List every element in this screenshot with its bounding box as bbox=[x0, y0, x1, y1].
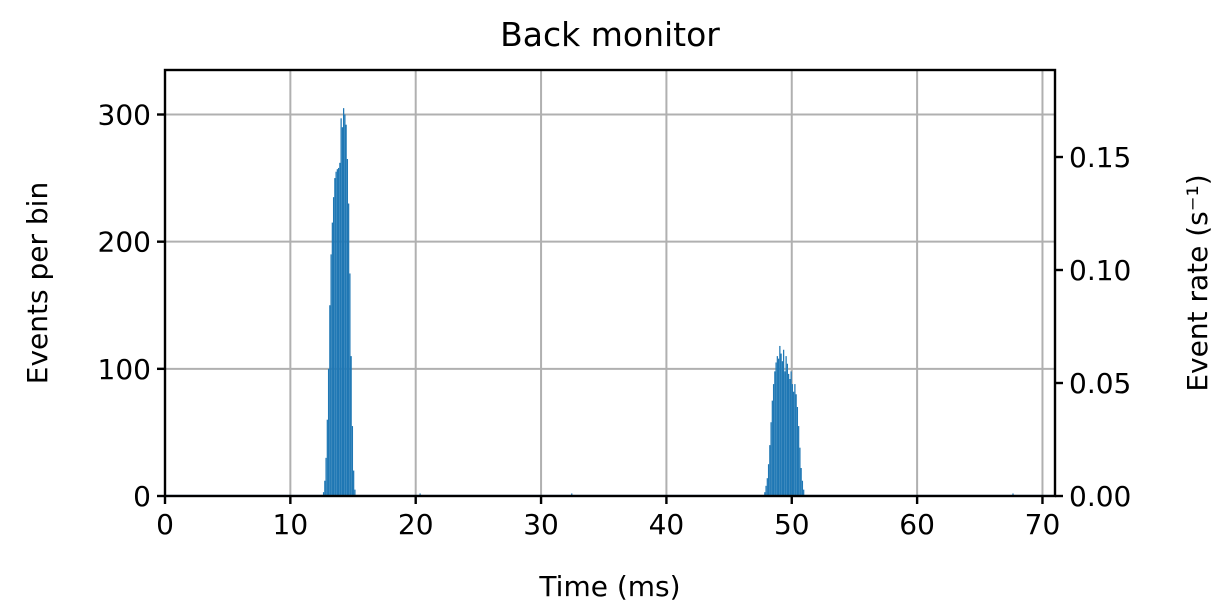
y-axis-right: 0.00 0.05 0.10 0.15 bbox=[1055, 141, 1131, 513]
histogram-bar bbox=[419, 493, 421, 496]
histogram-bar bbox=[800, 468, 802, 496]
histogram-bar bbox=[785, 356, 787, 496]
x-tick-label: 10 bbox=[273, 508, 309, 541]
plot-frame bbox=[163, 68, 1057, 498]
bars bbox=[165, 108, 1055, 497]
y-axis-left: 0 100 200 300 bbox=[98, 99, 165, 513]
x-tick-label: 0 bbox=[156, 508, 174, 541]
histogram-bar bbox=[331, 222, 333, 496]
histogram-bar bbox=[770, 422, 772, 496]
x-tick-label: 70 bbox=[1025, 508, 1061, 541]
histogram-bar bbox=[775, 362, 777, 496]
histogram-bar bbox=[325, 457, 327, 496]
histogram-bar bbox=[350, 356, 352, 496]
histogram-bar bbox=[796, 406, 799, 496]
histogram-bar bbox=[795, 394, 797, 496]
histogram-bar bbox=[341, 127, 343, 496]
histogram-bar bbox=[1012, 493, 1014, 496]
histogram-bar bbox=[790, 371, 792, 496]
histogram-bar bbox=[348, 203, 350, 496]
histogram-bar bbox=[781, 361, 783, 496]
histogram-bar bbox=[772, 384, 775, 496]
histogram-bar bbox=[786, 363, 788, 496]
x-tick-label: 60 bbox=[899, 508, 935, 541]
histogram-bar bbox=[764, 492, 766, 496]
y2-tick-label: 0.05 bbox=[1069, 367, 1131, 400]
histogram-bar bbox=[354, 489, 356, 496]
histogram-bar bbox=[329, 305, 331, 496]
y-tick-label: 300 bbox=[98, 99, 151, 132]
histogram-bar bbox=[343, 108, 345, 496]
y-tick-label: 200 bbox=[98, 226, 151, 259]
histogram-bar bbox=[779, 345, 781, 496]
y2-axis-label: Event rate (s⁻¹) bbox=[1181, 174, 1214, 391]
histogram-bar bbox=[349, 273, 351, 496]
histogram-bar bbox=[339, 162, 341, 497]
histogram-bar bbox=[789, 379, 791, 496]
histogram-bar bbox=[327, 368, 330, 496]
histogram-bar bbox=[345, 124, 347, 496]
histogram-bar bbox=[771, 400, 773, 496]
histogram-bar bbox=[337, 167, 340, 496]
histogram-bar bbox=[340, 118, 342, 496]
y-axis-label: Events per bin bbox=[21, 182, 54, 384]
x-tick-label: 40 bbox=[649, 508, 685, 541]
histogram-bar bbox=[784, 371, 786, 496]
histogram-bar bbox=[344, 114, 346, 497]
y-tick-label: 100 bbox=[98, 353, 151, 386]
histogram-bar bbox=[335, 171, 337, 497]
y2-tick-label: 0.10 bbox=[1069, 254, 1131, 287]
histogram-bar bbox=[767, 464, 770, 496]
histogram-bar bbox=[788, 373, 790, 496]
histogram-bar bbox=[322, 492, 325, 496]
y-tick-label: 0 bbox=[133, 480, 151, 513]
histogram-bar bbox=[332, 197, 335, 496]
histogram-bar bbox=[794, 384, 796, 496]
histogram-bar bbox=[330, 254, 332, 496]
histogram-bar bbox=[776, 356, 778, 496]
histogram-bar bbox=[793, 391, 795, 496]
y2-tick-label: 0.00 bbox=[1069, 480, 1131, 513]
x-tick-label: 20 bbox=[398, 508, 434, 541]
histogram-bar bbox=[346, 159, 349, 496]
histogram-bar bbox=[351, 426, 354, 496]
histogram-bar bbox=[777, 358, 780, 496]
histogram-bar bbox=[791, 384, 794, 496]
grid bbox=[164, 70, 1055, 497]
histogram-bar bbox=[782, 349, 785, 496]
histogram-bar bbox=[326, 419, 328, 496]
y2-tick-label: 0.15 bbox=[1069, 141, 1131, 174]
histogram-bar bbox=[798, 426, 800, 496]
histogram-bar bbox=[774, 371, 776, 496]
histogram-bar bbox=[769, 445, 771, 496]
x-axis-label: Time (ms) bbox=[538, 570, 680, 603]
x-tick-label: 30 bbox=[523, 508, 559, 541]
x-tick-label: 50 bbox=[774, 508, 810, 541]
histogram-bar bbox=[324, 480, 326, 496]
histogram-bar bbox=[765, 485, 767, 496]
histogram-bar bbox=[571, 493, 573, 496]
histogram-bar bbox=[780, 353, 782, 496]
histogram-bar bbox=[353, 470, 355, 496]
histogram-bar bbox=[803, 489, 805, 496]
histogram-bar bbox=[801, 480, 804, 496]
chart-title: Back monitor bbox=[500, 15, 720, 54]
histogram-bar bbox=[799, 447, 801, 496]
x-axis: 0 10 20 30 40 50 60 70 bbox=[156, 496, 1060, 541]
histogram-bar bbox=[766, 478, 768, 496]
histogram-bar bbox=[334, 178, 336, 497]
histogram-bar bbox=[336, 169, 338, 497]
